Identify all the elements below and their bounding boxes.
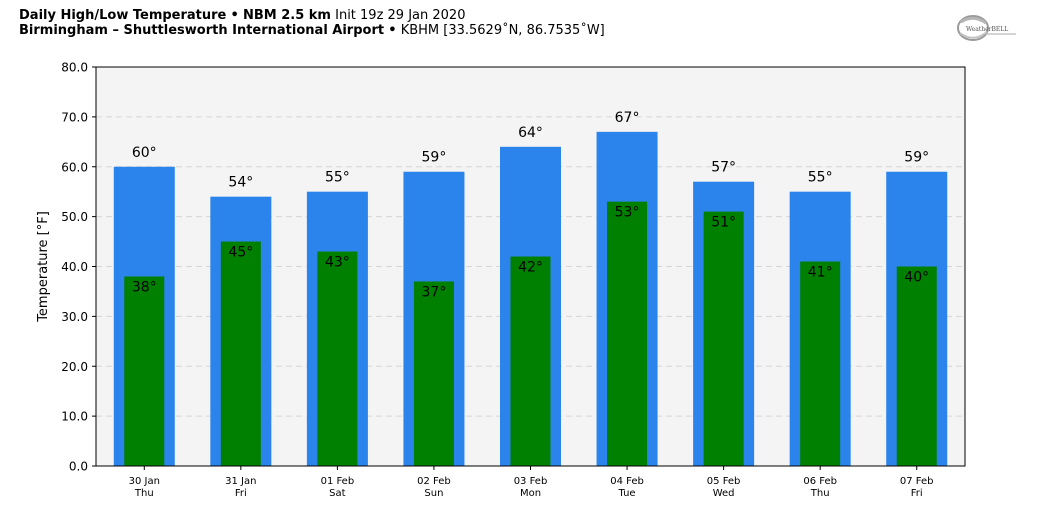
low-temp-label: 53°	[615, 205, 640, 221]
chart-subtitle: Birmingham – Shuttlesworth International…	[19, 23, 605, 39]
low-temp-label: 45°	[228, 245, 253, 261]
high-temp-label: 57°	[711, 160, 736, 176]
x-tick-date: 01 Feb	[321, 476, 355, 487]
x-tick-date: 04 Feb	[610, 476, 644, 487]
low-temp-label: 43°	[325, 255, 350, 271]
high-temp-label: 64°	[518, 125, 543, 141]
low-temp-label: 40°	[904, 270, 929, 286]
subtitle-bullet: •	[388, 23, 397, 38]
low-temp-bar	[317, 251, 358, 466]
low-temp-bar	[124, 276, 165, 466]
y-tick-label: 10.0	[61, 410, 88, 424]
chart-title: Daily High/Low Temperature • NBM 2.5 km …	[19, 8, 465, 24]
title-bullet: •	[230, 8, 239, 23]
y-tick-label: 70.0	[61, 110, 88, 124]
x-tick-day: Tue	[618, 488, 636, 499]
location-name: Birmingham – Shuttlesworth International…	[19, 23, 385, 38]
high-temp-label: 59°	[422, 150, 447, 166]
station-info: KBHM [33.5629˚N, 86.7535˚W]	[400, 23, 605, 38]
low-temp-bar	[607, 201, 648, 466]
low-temp-bar	[703, 211, 744, 466]
high-temp-label: 55°	[325, 170, 350, 186]
init-time: Init 19z 29 Jan 2020	[335, 8, 466, 23]
x-tick-day: Thu	[810, 488, 830, 499]
x-tick-date: 03 Feb	[514, 476, 548, 487]
low-temp-label: 51°	[711, 215, 736, 231]
low-temp-label: 41°	[808, 265, 833, 281]
logo-text: WeatherBELL	[966, 26, 1008, 33]
model-name: NBM 2.5 km	[242, 8, 331, 23]
y-axis-label: Temperature [°F]	[36, 211, 51, 323]
x-tick-date: 02 Feb	[417, 476, 451, 487]
title-text: Daily High/Low Temperature	[19, 8, 227, 23]
x-tick-day: Sun	[424, 488, 443, 499]
y-tick-label: 20.0	[61, 360, 88, 374]
high-temp-label: 55°	[808, 170, 833, 186]
weatherbell-logo: WeatherBELL	[957, 15, 1016, 41]
x-tick-date: 30 Jan	[129, 476, 160, 487]
low-temp-bar	[510, 256, 551, 466]
x-tick-day: Fri	[911, 488, 923, 499]
low-temp-bar	[220, 241, 261, 466]
y-tick-label: 80.0	[61, 61, 88, 75]
y-tick-label: 50.0	[61, 210, 88, 224]
y-tick-label: 0.0	[69, 460, 88, 474]
high-temp-label: 59°	[904, 150, 929, 166]
low-temp-bar	[413, 281, 454, 466]
x-tick-day: Fri	[235, 488, 247, 499]
x-tick-day: Thu	[134, 488, 154, 499]
y-tick-label: 60.0	[61, 160, 88, 174]
bars	[113, 131, 948, 467]
x-tick-date: 07 Feb	[900, 476, 934, 487]
x-tick-day: Mon	[520, 488, 541, 499]
y-axis: 0.0 10.0 20.0 30.0 40.0 50.0 60.0 70.0 80.0	[61, 61, 96, 474]
y-tick-label: 40.0	[61, 260, 88, 274]
low-temp-label: 38°	[132, 279, 157, 295]
high-temp-label: 60°	[132, 145, 157, 161]
bar-labels: 60° 38° 54° 45° 55° 43° 59° 37° 64° 42° 67° 53° 57° 5…	[132, 110, 929, 301]
x-tick-day: Wed	[713, 488, 735, 499]
x-tick-day: Sat	[329, 488, 345, 499]
high-temp-label: 54°	[228, 175, 253, 191]
y-tick-label: 30.0	[61, 310, 88, 324]
low-temp-label: 42°	[518, 260, 543, 276]
x-tick-date: 06 Feb	[803, 476, 837, 487]
x-tick-date: 05 Feb	[707, 476, 741, 487]
low-temp-bar	[896, 266, 937, 466]
low-temp-bar	[800, 261, 841, 466]
x-tick-date: 31 Jan	[225, 476, 256, 487]
high-temp-label: 67°	[615, 110, 640, 126]
low-temp-label: 37°	[422, 284, 447, 300]
